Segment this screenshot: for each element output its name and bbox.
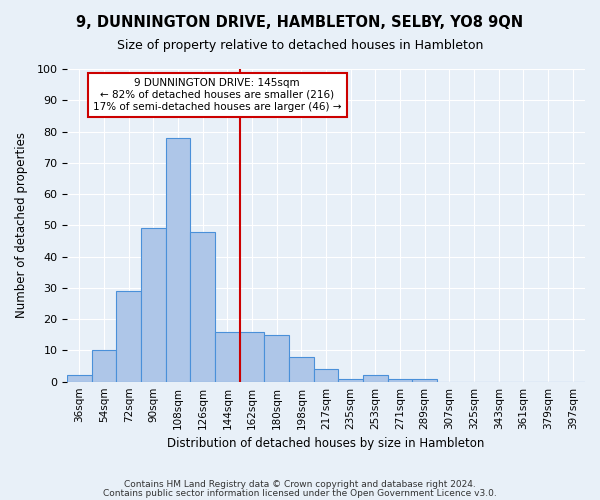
Bar [240,332,265,382]
Bar [338,378,363,382]
Text: Contains public sector information licensed under the Open Government Licence v3: Contains public sector information licen… [103,489,497,498]
Y-axis label: Number of detached properties: Number of detached properties [15,132,28,318]
Bar [265,335,289,382]
Bar [190,232,215,382]
Bar [388,378,412,382]
X-axis label: Distribution of detached houses by size in Hambleton: Distribution of detached houses by size … [167,437,485,450]
Text: Contains HM Land Registry data © Crown copyright and database right 2024.: Contains HM Land Registry data © Crown c… [124,480,476,489]
Text: 9, DUNNINGTON DRIVE, HAMBLETON, SELBY, YO8 9QN: 9, DUNNINGTON DRIVE, HAMBLETON, SELBY, Y… [76,15,524,30]
Bar [166,138,190,382]
Bar [116,291,141,382]
Bar [289,356,314,382]
Bar [363,376,388,382]
Bar [67,376,92,382]
Bar [412,378,437,382]
Bar [141,228,166,382]
Bar [92,350,116,382]
Bar [215,332,240,382]
Bar [314,369,338,382]
Text: 9 DUNNINGTON DRIVE: 145sqm
← 82% of detached houses are smaller (216)
17% of sem: 9 DUNNINGTON DRIVE: 145sqm ← 82% of deta… [93,78,341,112]
Text: Size of property relative to detached houses in Hambleton: Size of property relative to detached ho… [117,39,483,52]
